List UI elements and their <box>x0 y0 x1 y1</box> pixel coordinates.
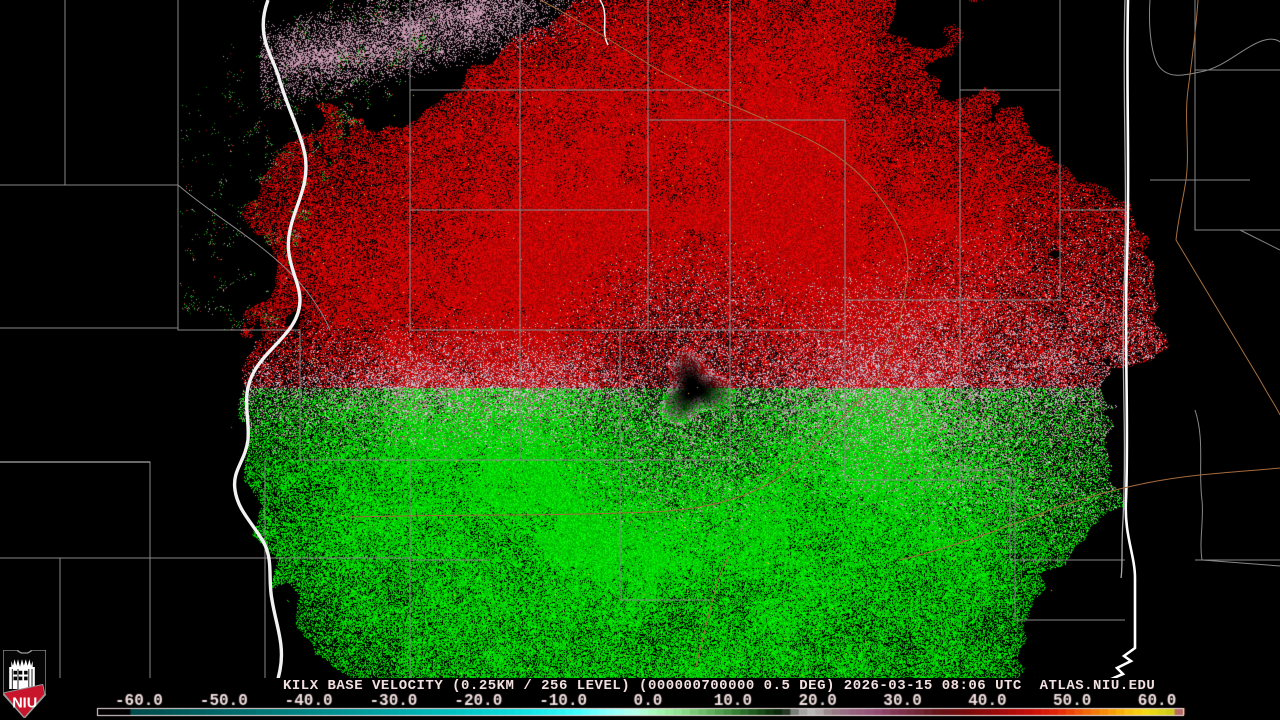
svg-text:NIU: NIU <box>12 696 37 712</box>
